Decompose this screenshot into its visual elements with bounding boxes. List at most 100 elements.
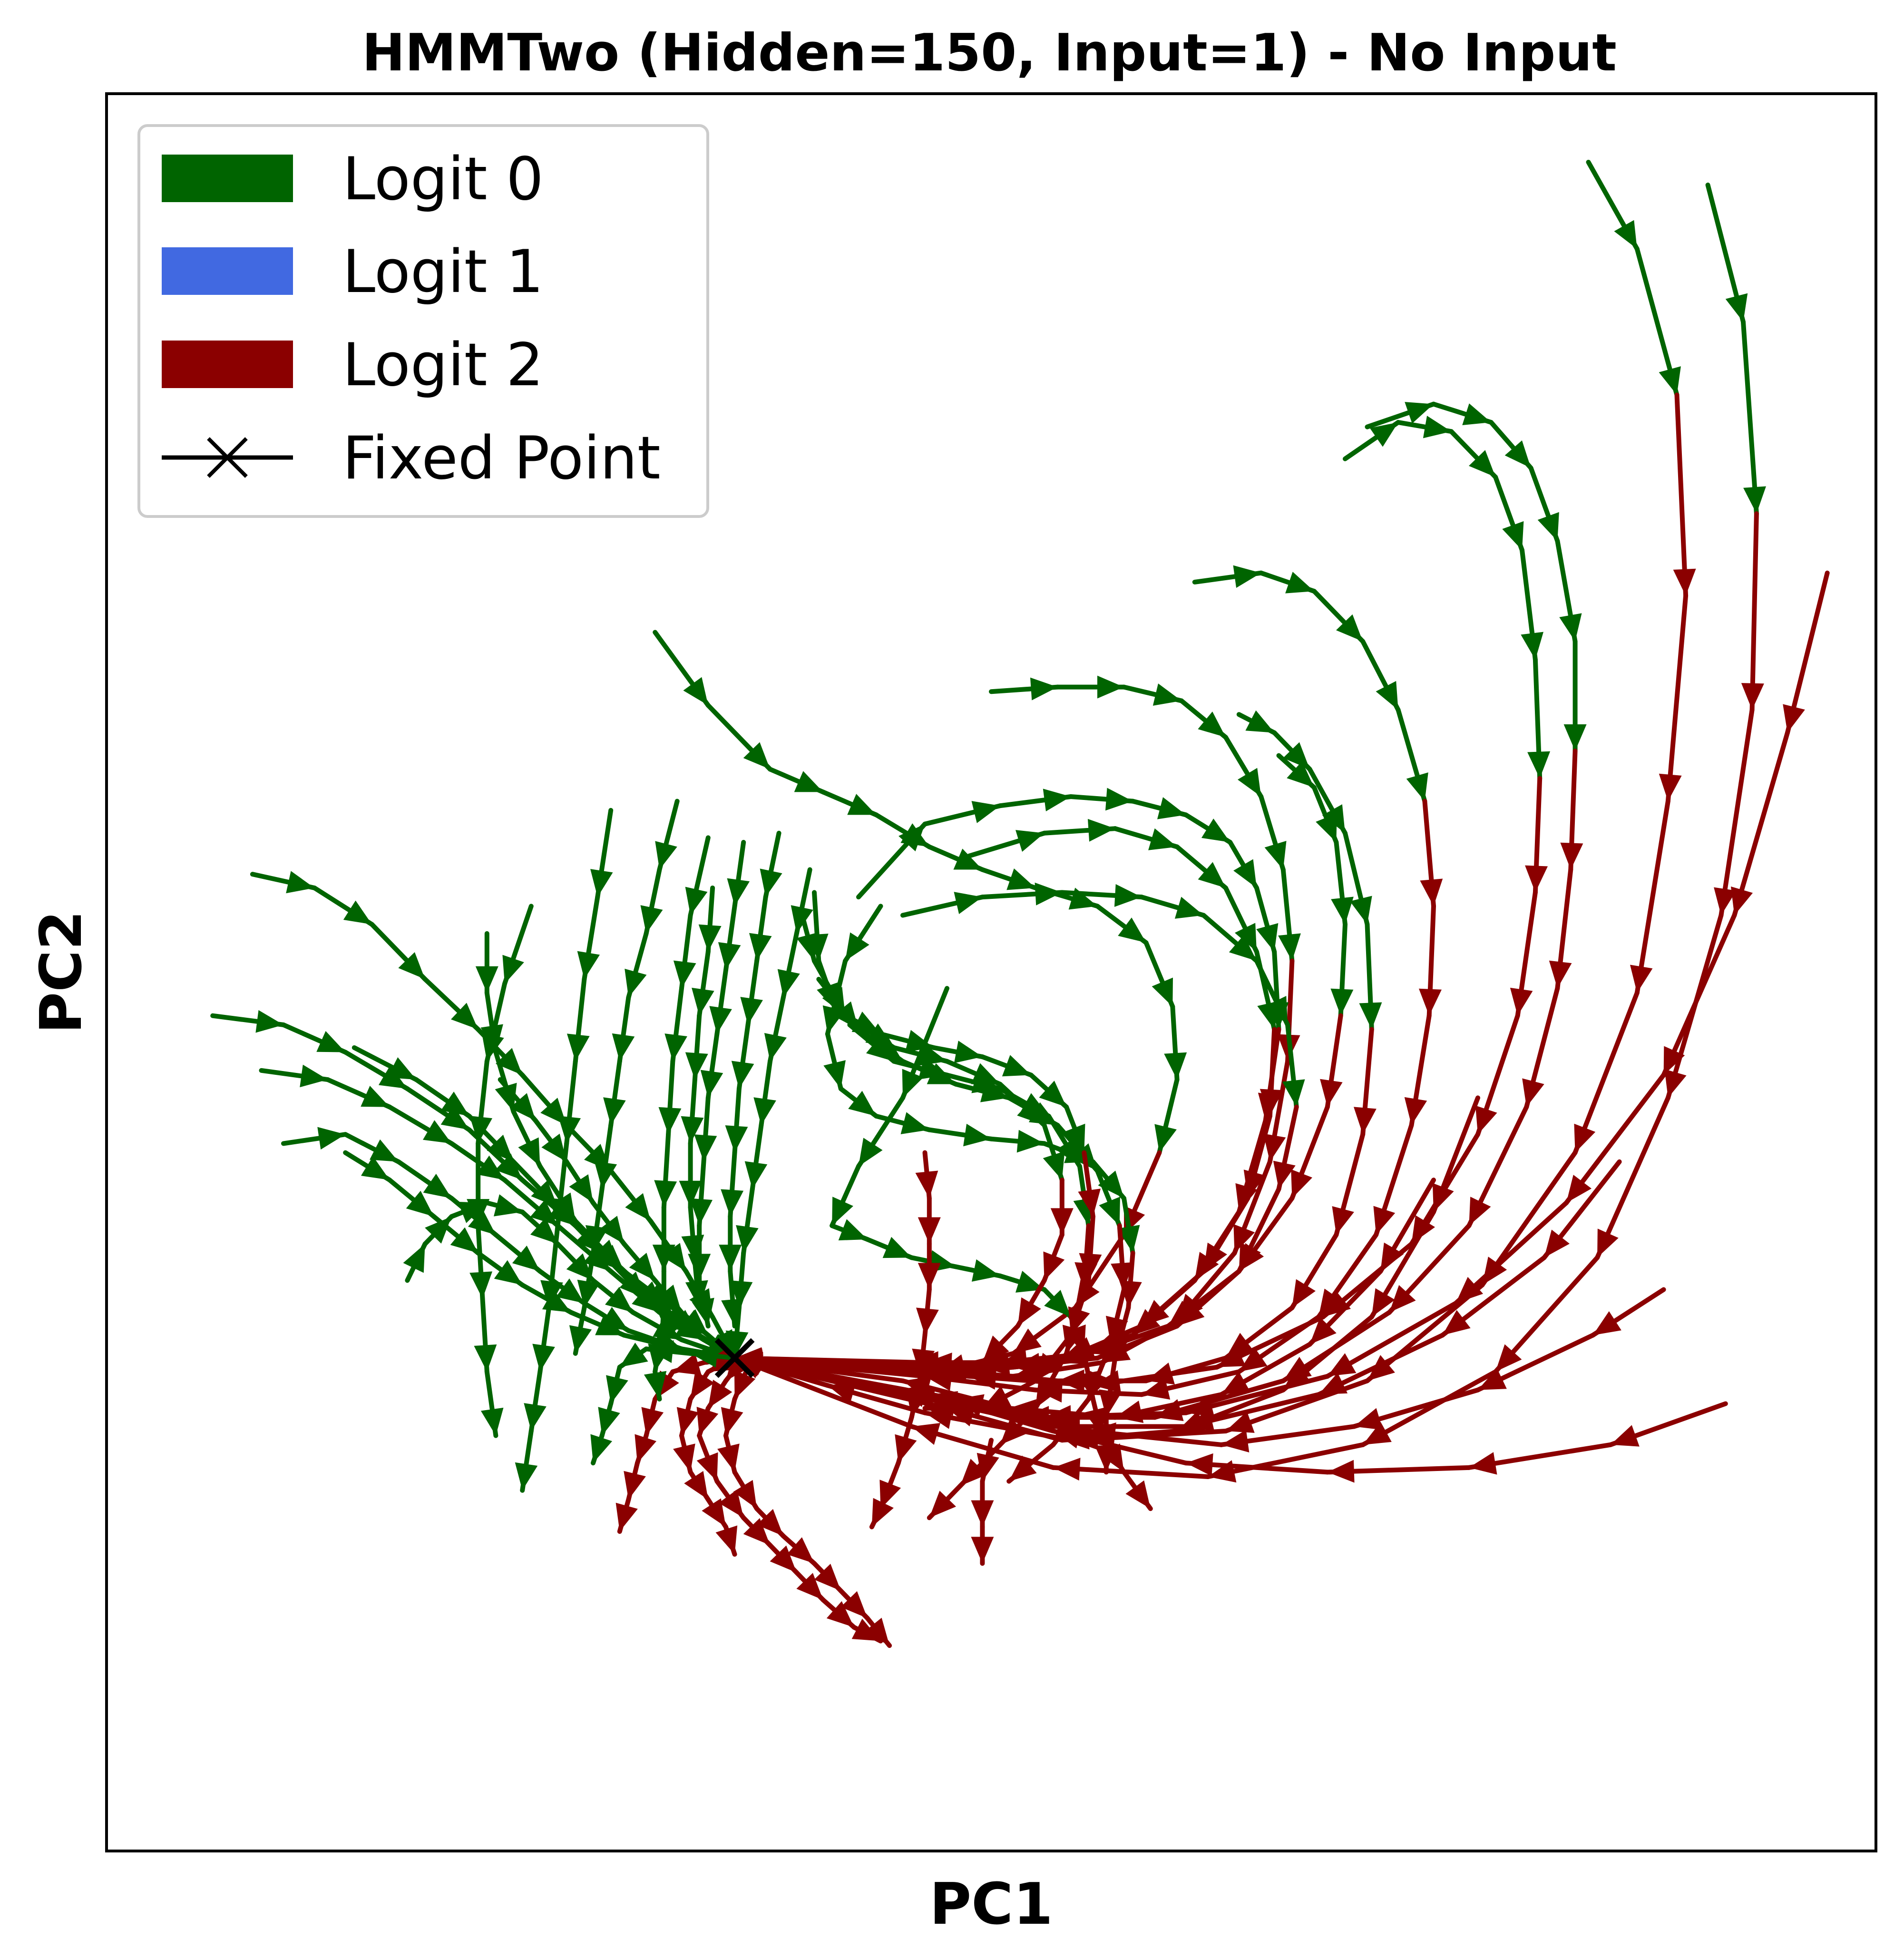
- arrow-head: [874, 1036, 903, 1062]
- arrow-head: [1475, 1105, 1497, 1135]
- arrow-head: [1002, 1055, 1031, 1077]
- arrow-head: [1009, 1399, 1037, 1422]
- arrow-head: [425, 1216, 452, 1244]
- arrow-head: [398, 952, 425, 979]
- arrow-head: [1030, 677, 1058, 701]
- arrow-head: [487, 1134, 514, 1162]
- arrow-head: [1327, 1460, 1355, 1483]
- arrow-head: [718, 1489, 744, 1518]
- arrow-head: [823, 1060, 846, 1089]
- arrow-head: [753, 1097, 776, 1126]
- arrow-head: [661, 1243, 686, 1272]
- arrow-head: [1663, 1046, 1685, 1075]
- arrow-head: [673, 1443, 695, 1472]
- arrow-head: [814, 1564, 841, 1591]
- arrow-head: [1521, 632, 1543, 660]
- arrow-head: [532, 1344, 555, 1372]
- arrow-head: [518, 1137, 540, 1167]
- arrow-head: [615, 1502, 638, 1532]
- arrow-head: [680, 1309, 708, 1335]
- arrow-head: [468, 1209, 496, 1235]
- arrow-head: [1330, 988, 1354, 1016]
- arrow-head: [1079, 1253, 1102, 1281]
- arrow-head: [1015, 1271, 1045, 1293]
- arrow-head: [1016, 1130, 1045, 1153]
- x-axis-label: PC1: [929, 1871, 1053, 1938]
- trajectory-segment: [732, 1355, 914, 1429]
- trajectory: [467, 904, 534, 1438]
- arrow-head: [1527, 751, 1551, 779]
- legend-box: [137, 124, 709, 518]
- arrow-head: [882, 1237, 912, 1258]
- arrow-head: [971, 1537, 994, 1564]
- arrow-head: [1068, 887, 1098, 910]
- legend-label: Logit 1: [342, 238, 544, 306]
- arrow-head: [619, 1343, 648, 1367]
- arrow-head: [1105, 788, 1133, 811]
- arrow-head: [1354, 1408, 1383, 1430]
- arrow-head: [1238, 768, 1261, 797]
- trajectory: [725, 867, 813, 1361]
- arrow-head: [512, 1245, 540, 1272]
- arrow-head: [725, 1125, 748, 1153]
- arrow-head: [590, 869, 613, 897]
- arrow-head: [721, 1189, 744, 1217]
- arrow-head: [1035, 1353, 1061, 1381]
- arrow-head: [569, 1325, 592, 1354]
- trajectory: [732, 182, 1766, 1483]
- arrow-head: [1563, 724, 1587, 751]
- arrow-head: [1146, 1362, 1175, 1385]
- arrow-head: [450, 1227, 478, 1253]
- arrow-head: [612, 1033, 635, 1062]
- trajectory: [652, 835, 711, 1329]
- arrow-head: [595, 1314, 625, 1335]
- arrow-head: [871, 1498, 894, 1527]
- arrow-head: [911, 1423, 941, 1445]
- arrow-head: [685, 886, 708, 916]
- trajectory-segment: [1718, 707, 1755, 918]
- arrow-head: [1292, 1279, 1316, 1308]
- arrow-head: [971, 1063, 1000, 1084]
- arrow-head: [317, 1127, 346, 1150]
- arrow-head: [1367, 1355, 1395, 1381]
- arrow-head: [702, 1498, 726, 1527]
- arrow-head: [1239, 1347, 1268, 1372]
- arrow-head: [1455, 1276, 1484, 1304]
- trajectory: [515, 808, 614, 1493]
- arrow-head: [370, 1139, 399, 1162]
- trajectory-segment: [732, 1355, 905, 1383]
- arrow-head: [1234, 923, 1257, 952]
- arrow-head: [688, 1254, 711, 1281]
- trajectories-layer: [210, 159, 1830, 1648]
- arrow-head: [1320, 1079, 1343, 1107]
- arrow-head: [847, 794, 877, 815]
- arrow-head: [475, 966, 498, 993]
- arrow-head: [954, 1041, 983, 1063]
- trajectory-segment: [1661, 913, 1737, 1078]
- arrow-head: [900, 1112, 929, 1134]
- arrow-head: [577, 1279, 600, 1308]
- arrow-head: [300, 1064, 328, 1088]
- arrow-head: [625, 968, 647, 998]
- arrow-head: [1239, 1242, 1261, 1272]
- arrow-head: [1363, 1422, 1392, 1445]
- arrow-head: [1406, 772, 1428, 801]
- arrow-head: [640, 905, 663, 934]
- arrow-head: [361, 1086, 390, 1107]
- arrow-head: [1114, 884, 1142, 907]
- arrow-head: [903, 1376, 932, 1399]
- arrow-head: [605, 1286, 633, 1313]
- legend: Logit 0 Logit 1 Logit 2 Fixed Point: [137, 124, 709, 518]
- trajectory-segment: [1674, 392, 1689, 598]
- arrow-head: [673, 960, 696, 989]
- arrow-head: [530, 1199, 558, 1226]
- arrow-head: [1233, 1224, 1255, 1253]
- arrow-head: [1285, 572, 1314, 594]
- arrow-head: [493, 1194, 523, 1217]
- arrow-head: [895, 1434, 917, 1463]
- arrow-head: [960, 1459, 987, 1486]
- arrow-head: [1245, 710, 1275, 733]
- arrow-head: [840, 1591, 868, 1618]
- arrow-head: [1404, 1097, 1427, 1126]
- trajectory: [732, 401, 1587, 1429]
